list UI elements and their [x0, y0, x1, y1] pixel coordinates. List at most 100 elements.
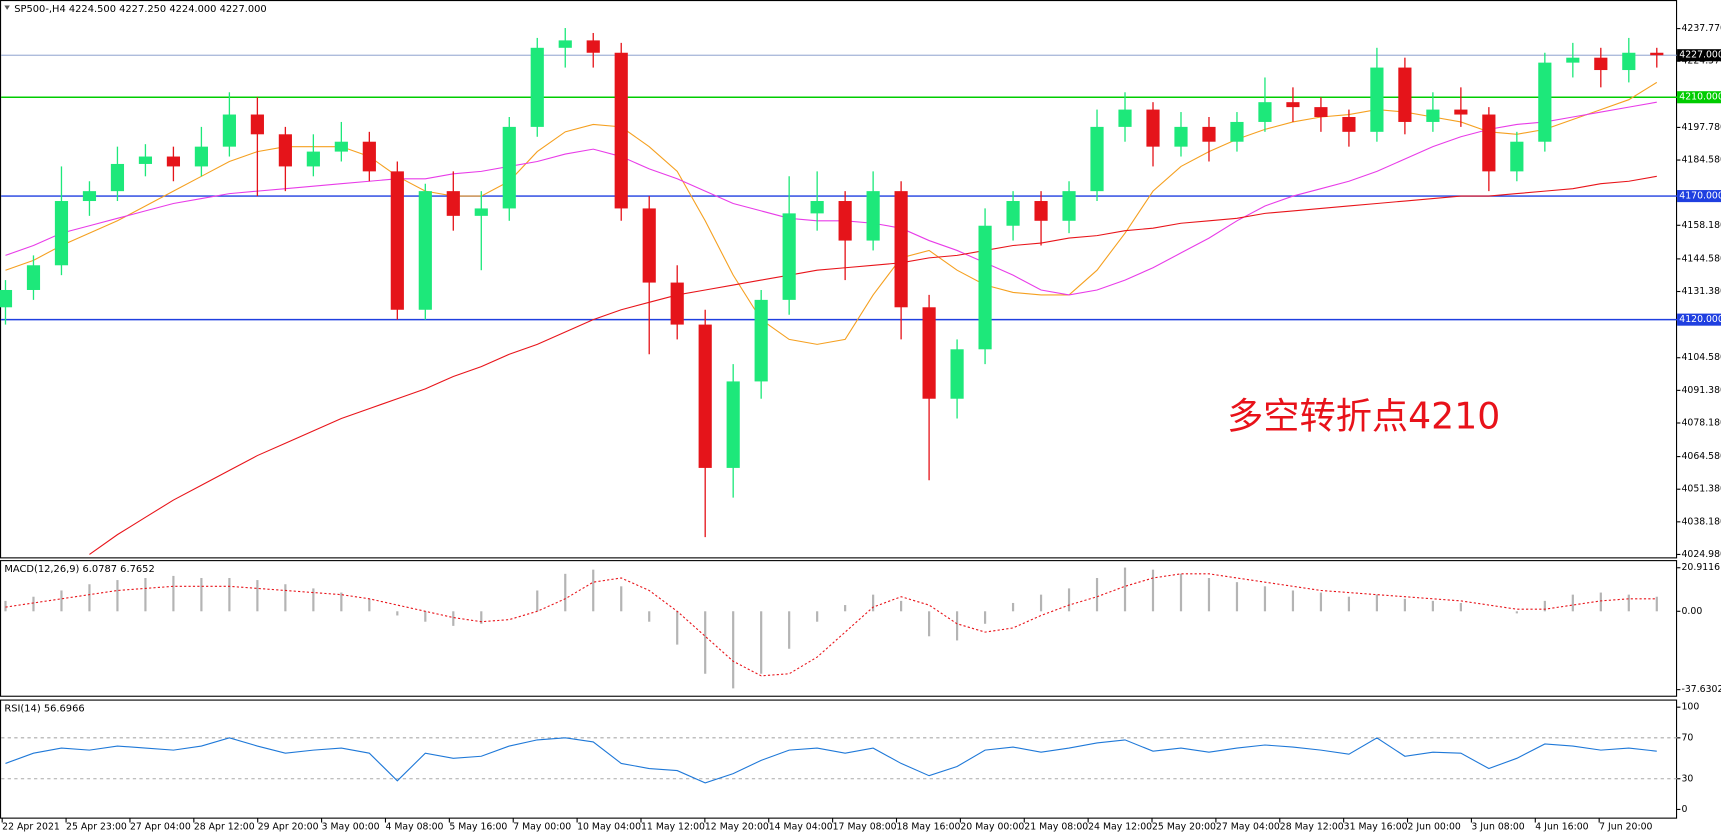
x-tick-label: 25 Apr 23:00 [66, 821, 127, 832]
candle-body [418, 191, 432, 310]
candle-body [446, 191, 460, 216]
candle-body [586, 40, 600, 53]
y-tick-label: 100 [1681, 702, 1699, 713]
symbol-icon [4, 5, 10, 10]
candle-body [530, 47, 544, 127]
y-tick-label: 20.9116 [1681, 562, 1720, 573]
y-tick-label: 4197.780 [1681, 122, 1721, 133]
y-tick-label: 70 [1681, 732, 1693, 743]
x-tick-label: 29 Apr 20:00 [258, 821, 319, 832]
candle-body [1622, 52, 1636, 71]
candle-body [950, 349, 964, 399]
x-tick-label: 27 May 04:00 [1216, 821, 1280, 832]
candle-body [54, 201, 69, 266]
level-label-box [1677, 49, 1721, 62]
candle-body [754, 299, 768, 382]
y-tick-label: 0.00 [1681, 606, 1702, 617]
candle-body [1090, 126, 1104, 192]
macd-panel [0, 560, 1678, 697]
x-tick-label: 2 Jun 00:00 [1408, 821, 1461, 832]
candle-body [110, 163, 125, 192]
candle-body [894, 191, 908, 308]
level-label: 4170.000 [1679, 191, 1721, 202]
y-tick-label: 4104.580 [1681, 352, 1721, 363]
candle-body [222, 114, 236, 147]
y-tick-label: 4038.180 [1681, 516, 1721, 527]
candle-body [1538, 62, 1552, 142]
y-tick-label: 4091.380 [1681, 385, 1721, 396]
candle-body [1342, 116, 1356, 132]
chart-title: SP500-,H4 4224.500 4227.250 4224.000 422… [14, 4, 266, 15]
candle-body [698, 324, 712, 468]
x-tick-label: 17 May 08:00 [833, 821, 897, 832]
level-label-box [1677, 91, 1721, 104]
candle-body [614, 52, 628, 209]
candle-body [138, 156, 153, 164]
candle-body [1258, 102, 1272, 122]
candle-body [502, 126, 516, 209]
y-tick-label: 4184.580 [1681, 155, 1721, 166]
candle-body [1034, 201, 1048, 221]
candle-body [250, 114, 264, 135]
y-tick-label: 4237.770 [1681, 23, 1721, 34]
candle-body [1146, 109, 1160, 147]
y-tick-label: 4051.380 [1681, 484, 1721, 495]
candle-body [278, 134, 292, 167]
y-tick-label: 4131.380 [1681, 286, 1721, 297]
candle-body [922, 307, 936, 399]
moving-average [5, 101, 1657, 296]
x-tick-label: 31 May 16:00 [1344, 821, 1408, 832]
x-tick-label: 21 May 08:00 [1024, 821, 1088, 832]
candle-body [1370, 67, 1384, 132]
x-tick-label: 4 May 08:00 [385, 821, 443, 832]
candle-body [642, 208, 656, 283]
level-label: 4210.000 [1679, 92, 1721, 103]
y-tick-label: 4024.980 [1681, 549, 1721, 560]
macd-title: MACD(12,26,9) 6.0787 6.7652 [4, 564, 154, 575]
candle-body [26, 265, 41, 290]
y-tick-label: 4144.580 [1681, 253, 1721, 264]
x-tick-label: 22 Apr 2021 [2, 821, 60, 832]
y-tick-label: 4064.580 [1681, 451, 1721, 462]
candle-body [390, 171, 404, 310]
x-tick-label: 12 May 20:00 [705, 821, 769, 832]
candle-body [1118, 109, 1132, 127]
candle-body [194, 146, 208, 167]
x-tick-label: 28 May 12:00 [1280, 821, 1344, 832]
candle-body [1482, 114, 1496, 172]
x-tick-label: 14 May 04:00 [769, 821, 833, 832]
candle-body [670, 282, 684, 325]
x-tick-label: 25 May 20:00 [1152, 821, 1216, 832]
x-tick-label: 3 Jun 08:00 [1471, 821, 1524, 832]
annotation: 多空转折点4210 [1227, 394, 1500, 437]
candle-body [1510, 141, 1524, 172]
candle-body [1202, 126, 1216, 142]
candle-body [978, 225, 992, 350]
candle-body [1594, 57, 1608, 71]
x-tick-label: 11 May 12:00 [641, 821, 705, 832]
rsi-line [5, 737, 1657, 784]
x-tick-label: 5 May 16:00 [449, 821, 507, 832]
level-label: 4227.000 [1679, 50, 1721, 61]
candle-body [362, 141, 376, 172]
candle-body [1426, 109, 1440, 122]
y-tick-label: 4158.180 [1681, 220, 1721, 231]
candle-body [82, 191, 97, 202]
level-label-box [1677, 313, 1721, 326]
moving-average [89, 175, 1657, 555]
x-tick-label: 24 May 12:00 [1088, 821, 1152, 832]
candle-body [558, 40, 572, 48]
candle-body [1566, 57, 1580, 63]
macd-signal [5, 573, 1657, 677]
candle-body [1230, 121, 1244, 142]
candle-body [1174, 126, 1188, 147]
candle-body [726, 381, 740, 468]
x-tick-label: 20 May 00:00 [960, 821, 1024, 832]
candle-body [1454, 109, 1468, 115]
x-tick-label: 7 May 00:00 [513, 821, 571, 832]
x-tick-label: 4 Jun 16:00 [1535, 821, 1588, 832]
candle-body [474, 208, 488, 216]
candle-body [1006, 201, 1020, 226]
x-tick-label: 18 May 16:00 [897, 821, 961, 832]
